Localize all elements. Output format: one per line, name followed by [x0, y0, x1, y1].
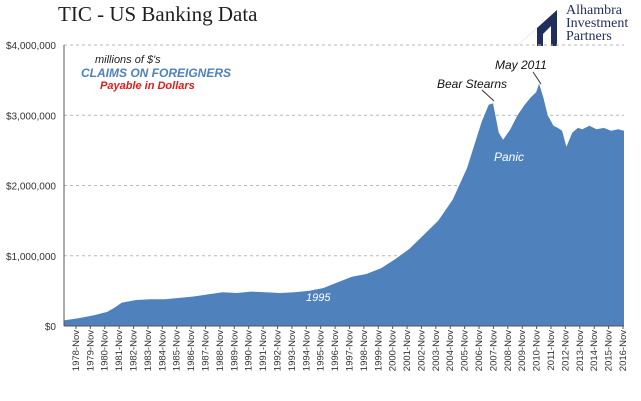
- y-tick-label: $3,000,000: [6, 111, 56, 122]
- x-tick-label: 1992-Nov: [273, 330, 284, 371]
- annotation-panic: Panic: [494, 150, 525, 164]
- alhambra-logo-icon: [513, 6, 561, 50]
- x-tick-label: 2003-Nov: [431, 330, 442, 371]
- x-tick-label: 1978-Nov: [71, 330, 82, 371]
- x-tick-label: 1997-Nov: [345, 330, 356, 371]
- x-tick-label: 2001-Nov: [402, 330, 413, 371]
- y-tick-label: $4,000,000: [6, 41, 56, 52]
- x-tick-label: 2007-Nov: [488, 330, 499, 371]
- x-tick-label: 2011-Nov: [546, 330, 557, 371]
- x-tick-label: 2012-Nov: [560, 330, 571, 371]
- x-tick-label: 2005-Nov: [460, 330, 471, 371]
- x-tick-label: 2010-Nov: [532, 330, 543, 371]
- x-tick-label: 2000-Nov: [388, 330, 399, 371]
- x-tick-label: 1988-Nov: [215, 330, 226, 371]
- x-tick-label: 2015-Nov: [604, 330, 615, 371]
- units-label: millions of $'s: [95, 54, 161, 66]
- area-series: [64, 83, 624, 326]
- x-tick-label: 1991-Nov: [258, 330, 269, 371]
- x-tick-label: 1994-Nov: [301, 330, 312, 371]
- x-tick-label: 2013-Nov: [575, 330, 586, 371]
- x-tick-label: 1983-Nov: [143, 330, 154, 371]
- y-tick-label: $2,000,000: [6, 182, 56, 193]
- x-tick-label: 1984-Nov: [157, 330, 168, 371]
- may-2011-arrow: [532, 71, 542, 85]
- x-tick-label: 2014-Nov: [589, 330, 600, 371]
- x-tick-label: 1981-Nov: [114, 330, 125, 371]
- y-tick-label: $1,000,000: [6, 252, 56, 263]
- x-tick-label: 1987-Nov: [201, 330, 212, 371]
- x-tick-label: 2002-Nov: [416, 330, 427, 371]
- x-tick-label: 2016-Nov: [618, 330, 629, 371]
- annotation-may-2011: May 2011: [495, 58, 547, 72]
- x-tick-label: 1985-Nov: [172, 330, 183, 371]
- x-tick-label: 1993-Nov: [287, 330, 298, 371]
- x-tick-label: 2009-Nov: [517, 330, 528, 371]
- x-tick-label: 1979-Nov: [85, 330, 96, 371]
- x-tick-label: 2004-Nov: [445, 330, 456, 371]
- annotation-1995: 1995: [306, 292, 331, 304]
- logo-text: Alhambra Investment Partners: [566, 3, 629, 44]
- x-tick-label: 1995-Nov: [316, 330, 327, 371]
- payable-label: Payable in Dollars: [100, 80, 195, 92]
- x-tick-label: 1990-Nov: [244, 330, 255, 371]
- x-tick-label: 1982-Nov: [129, 330, 140, 371]
- x-tick-label: 1989-Nov: [229, 330, 240, 371]
- x-tick-label: 2006-Nov: [474, 330, 485, 371]
- y-tick-label: $0: [45, 322, 57, 333]
- x-tick-label: 1996-Nov: [330, 330, 341, 371]
- x-tick-label: 1980-Nov: [100, 330, 111, 371]
- chart-title: TIC - US Banking Data: [58, 2, 258, 26]
- x-tick-label: 2008-Nov: [503, 330, 514, 371]
- x-tick-label: 1986-Nov: [186, 330, 197, 371]
- x-tick-label: 1999-Nov: [373, 330, 384, 371]
- x-tick-label: 1998-Nov: [359, 330, 370, 371]
- bear-stearns-arrow: [481, 89, 495, 102]
- series-label: CLAIMS ON FOREIGNERS: [81, 66, 232, 80]
- annotation-bear-stearns: Bear Stearns: [437, 77, 508, 91]
